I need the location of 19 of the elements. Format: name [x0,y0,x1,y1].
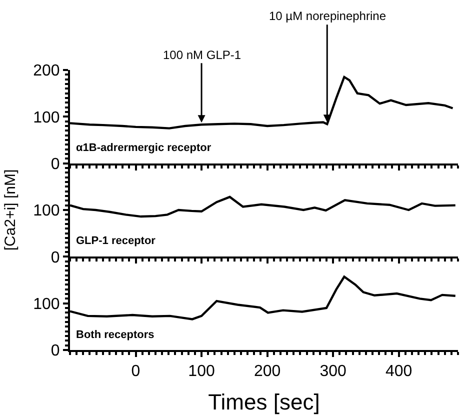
y-tick-label: 100 [33,202,60,220]
x-tick-label: 300 [320,363,346,380]
y-tick-label: 200 [33,62,60,80]
x-tick-label: 0 [131,363,140,380]
annotation: α1B-adrermergic receptor [76,142,212,154]
y-tick-label: 100 [33,296,60,313]
annotation: 100 nM GLP-1 [163,48,242,62]
annotation: 10 µM norepinephrine [269,9,386,23]
x-tick-label: 400 [385,363,412,380]
annotation: Both receptors [76,329,154,341]
y-tick-label: 0 [50,249,60,266]
y-tick-label: 0 [50,342,60,360]
x-axis-title: Times [sec] [208,390,320,415]
x-tick-label: 200 [254,363,281,380]
annotation: GLP-1 receptor [76,235,156,247]
x-tick-label: 100 [188,363,215,380]
y-tick-label: 100 [33,109,60,126]
y-tick-label: 0 [50,156,60,173]
y-axis-title: [Ca2+i] [nM] [2,169,19,251]
